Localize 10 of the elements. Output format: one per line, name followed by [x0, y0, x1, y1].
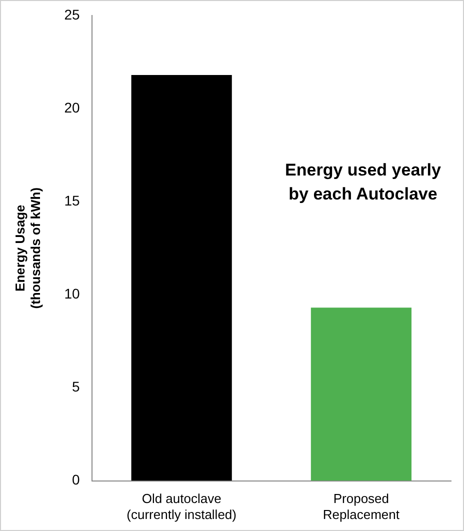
text: Energy used yearly by each Autoclave	[285, 160, 442, 204]
y-tick-label: 20	[64, 99, 80, 116]
y-tick-label: 5	[72, 378, 80, 395]
y-tick-label: 25	[64, 6, 80, 22]
y-tick-label: 0	[72, 472, 80, 488]
x-tick-label: Old autoclave (currently installed)	[126, 491, 236, 522]
y-tick-label: 10	[64, 286, 80, 302]
y-axis-title: Energy Usage (thousands of kWh)	[12, 187, 43, 309]
x-tick-label: Proposed Replacement	[322, 491, 400, 522]
y-tick-label: 15	[64, 192, 80, 208]
